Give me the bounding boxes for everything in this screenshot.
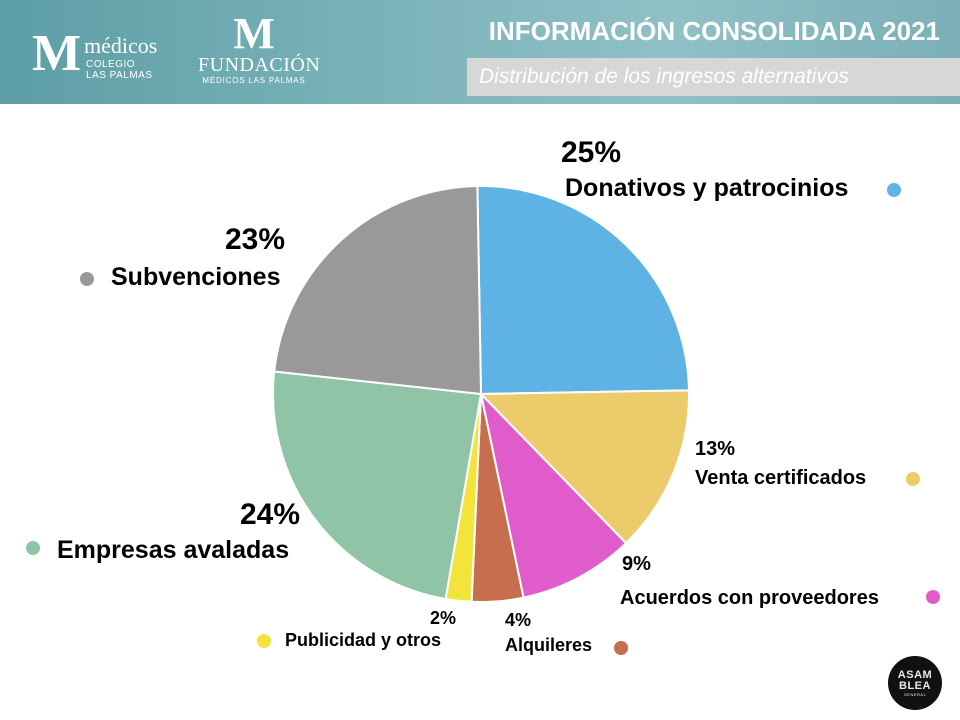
slice-percent-empresas: 24% <box>240 498 301 531</box>
header-banner: M médicos COLEGIO LAS PALMAS M FUNDACIÓN… <box>0 0 960 104</box>
slice-percent-donativos: 25% <box>561 136 622 169</box>
legend-dot-alquileres <box>614 641 628 655</box>
legend-dot-publicidad <box>257 634 271 648</box>
pie-slice-venta-certificados <box>478 389 690 545</box>
legend-dot-subvenciones <box>80 272 94 286</box>
subtitle-box: Distribución de los ingresos alternativo… <box>467 58 960 96</box>
pie-slice-subvenciones <box>273 185 483 396</box>
slice-label-alquileres: Alquileres <box>505 635 593 655</box>
legend-dot-venta <box>906 472 920 486</box>
logo-word: médicos <box>84 33 158 58</box>
slice-percent-subvenciones: 23% <box>225 223 286 256</box>
slice-label-subvenciones: Subvenciones <box>111 263 281 291</box>
logo-line-1: COLEGIO <box>86 59 136 70</box>
slice-percent-acuerdos: 9% <box>622 553 651 575</box>
badge-line-2: BLEA <box>899 680 931 692</box>
asamblea-badge: ASAM BLEA GENERAL <box>888 656 942 710</box>
slice-percent-venta: 13% <box>695 438 736 460</box>
page-title: INFORMACIÓN CONSOLIDADA 2021 <box>488 16 940 46</box>
legend-dot-empresas <box>26 541 40 555</box>
pie-slice-empresas-avaladas <box>272 370 483 601</box>
logo-subline: MÉDICOS LAS PALMAS <box>202 76 306 85</box>
pie-slice-donativos-y-patrocinios <box>476 185 690 396</box>
slice-label-empresas: Empresas avaladas <box>57 536 290 564</box>
slice-label-acuerdos: Acuerdos con proveedores <box>620 587 879 609</box>
logo-m-mark: M <box>233 9 275 58</box>
fundacion-logo: M FUNDACIÓN MÉDICOS LAS PALMAS <box>198 9 321 86</box>
legend-dot-acuerdos <box>926 590 940 604</box>
logo-subline: COLEGIO LAS PALMAS <box>86 59 153 81</box>
slice-label-donativos: Donativos y patrocinios <box>565 174 849 202</box>
slice-label-publicidad: Publicidad y otros <box>285 630 442 650</box>
badge-line-3: GENERAL <box>903 692 927 697</box>
legend-dot-donativos <box>887 183 901 197</box>
logo-word: FUNDACIÓN <box>198 54 321 76</box>
pie-slice-acuerdos-con-proveedores <box>479 390 628 599</box>
badge-line-1: ASAM <box>897 669 933 681</box>
slice-percent-publicidad: 2% <box>430 608 457 628</box>
logo-line-2: LAS PALMAS <box>86 70 153 81</box>
page-subtitle: Distribución de los ingresos alternativo… <box>479 65 850 88</box>
slice-label-venta: Venta certificados <box>695 467 867 489</box>
logo-m-mark: M <box>32 25 82 82</box>
slice-percent-alquileres: 4% <box>505 610 532 630</box>
